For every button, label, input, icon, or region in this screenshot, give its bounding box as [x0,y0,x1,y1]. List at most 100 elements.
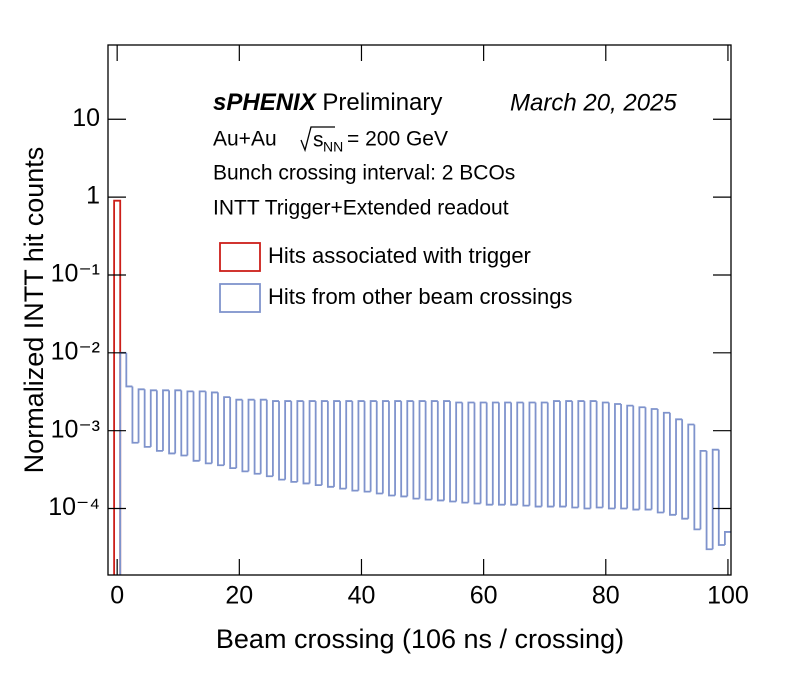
histogram-bin [302,401,310,485]
histogram-bin [412,401,420,500]
histogram-bin [705,450,713,551]
histogram-bin [253,399,261,475]
histogram-bin [485,402,493,506]
histogram-bin [552,400,560,507]
histogram-bin [473,402,481,505]
y-tick-label: 10⁻³ [51,415,100,443]
legend-swatch [219,283,261,313]
histogram-bin [113,199,122,575]
histogram-bin [717,449,725,546]
histogram-bin [357,400,365,491]
histogram-bin [516,401,524,505]
histogram-bin [272,400,280,477]
histogram-bin [455,401,463,502]
histogram-bin [644,407,652,511]
histogram-bin [247,398,255,472]
histogram-bin [418,400,426,499]
histogram-bin [406,400,414,497]
y-tick-label: 10⁻¹ [51,260,100,288]
histogram-bin [394,400,402,496]
histogram-bin [595,401,603,509]
histogram-bin [278,401,286,481]
histogram-bin [443,400,451,501]
histogram-bin [375,401,383,495]
energy-sub: NN [323,139,343,155]
histogram-bin [339,401,347,490]
y-tick-label: 10⁻⁴ [48,493,100,521]
sqrt-sign [300,126,335,153]
histogram-bin [669,412,677,516]
histogram-bin [308,400,316,484]
frame [107,44,732,576]
histogram-bin [143,389,151,448]
histogram-bin [400,401,408,498]
histogram-bin [131,386,139,444]
histogram-bin [381,400,389,494]
histogram-bin [607,402,615,510]
histogram-bin [326,401,334,488]
histogram-bin [583,401,591,510]
histogram-bin [540,401,548,507]
histogram-bin [162,389,170,451]
histogram-bin [662,411,670,513]
histogram-bin [192,391,200,462]
histogram-bin [687,423,695,519]
histogram-bin [601,401,609,508]
histogram-bin [424,401,432,501]
plot-area [113,199,731,575]
histogram-bin [699,449,707,530]
histogram-bin [155,390,163,452]
histogram-bin [528,401,536,506]
histogram-bin [320,400,328,486]
histogram-bin [577,400,585,508]
system: Au+Au [213,128,277,151]
histogram-bin [656,408,664,514]
histogram-bin [284,400,292,480]
histogram-bin [681,419,689,520]
x-tick-label: 80 [592,582,620,610]
histogram-bin [241,399,249,473]
histogram-bin [559,401,567,508]
histogram-bin [149,389,157,447]
histogram-bin [229,397,237,470]
histogram-bin [510,402,518,506]
legend-label: Hits associated with trigger [268,243,531,268]
histogram-bin [235,398,243,469]
histogram-bin [723,531,731,546]
histogram-bin [436,401,444,502]
experiment: sPHENIX [213,89,318,116]
histogram-bin [345,400,353,489]
histogram-bin [290,401,298,483]
x-tick-label: 60 [470,582,498,610]
histogram-bin [467,401,475,503]
histogram-bin [333,400,341,487]
energy: = 200 GeV [347,128,448,151]
histogram-bin [363,401,371,493]
histogram-bin [351,401,359,492]
histogram-bin [210,391,218,464]
histogram-bin [571,401,579,509]
histogram-bin [168,390,176,455]
histogram-bin [204,391,212,465]
histogram-bin [369,400,377,492]
histogram-bin [430,400,438,500]
histogram-bin [174,389,182,454]
histogram-bin [223,396,231,466]
x-axis-title: Beam crossing (106 ns / crossing) [216,624,624,654]
histogram-bin [626,404,634,509]
x-tick-label: 0 [110,582,124,610]
x-tick-label: 100 [707,582,749,610]
histogram-bin [620,404,628,510]
energy-var: s [313,129,324,152]
x-tick-label: 20 [225,582,253,610]
histogram-bin [546,402,554,508]
histogram-bin [217,392,225,467]
annotation-line: Bunch crossing interval: 2 BCOs [213,162,515,185]
histogram-bin [198,390,206,461]
histogram-bin [125,352,133,388]
histogram-bin [491,401,499,505]
x-tick-label: 40 [348,582,376,610]
histogram-bin [632,405,640,511]
histogram-bin [534,402,542,508]
